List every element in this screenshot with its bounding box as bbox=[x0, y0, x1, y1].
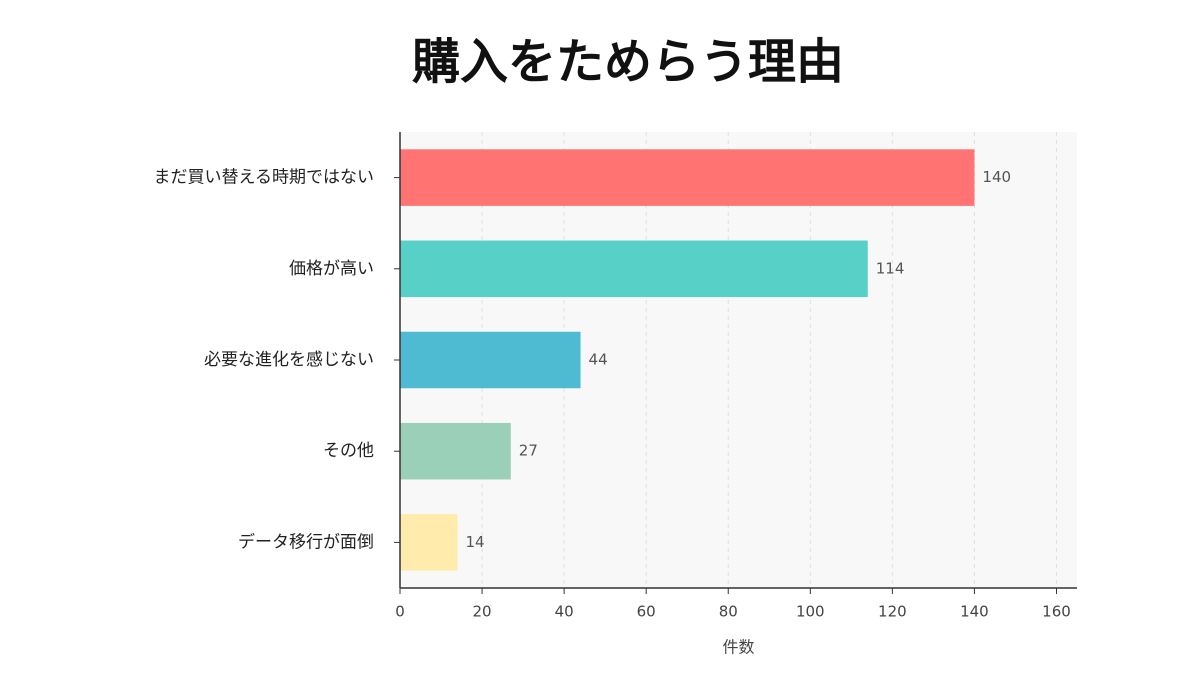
x-tick-label: 160 bbox=[1042, 603, 1071, 621]
x-tick-label: 120 bbox=[878, 603, 907, 621]
value-label: 114 bbox=[876, 259, 905, 277]
x-tick-label: 100 bbox=[796, 603, 825, 621]
value-label: 14 bbox=[465, 533, 484, 551]
x-tick-label: 40 bbox=[555, 603, 574, 621]
x-tick-label: 0 bbox=[395, 603, 405, 621]
x-tick-label: 80 bbox=[719, 603, 738, 621]
y-tick-label: 必要な進化を感じない bbox=[204, 350, 374, 370]
x-tick-label: 140 bbox=[960, 603, 989, 621]
x-axis-label: 件数 bbox=[722, 638, 754, 657]
bar bbox=[400, 514, 458, 571]
bar bbox=[400, 240, 868, 298]
value-label: 27 bbox=[519, 442, 538, 460]
value-label: 44 bbox=[589, 351, 608, 369]
bar bbox=[400, 422, 511, 480]
y-tick-label: まだ買い替える時期ではない bbox=[154, 168, 375, 188]
chart-title: 購入をためらう理由 bbox=[412, 34, 844, 90]
y-tick-label: 価格が高い bbox=[289, 259, 374, 279]
y-tick-label: データ移行が面倒 bbox=[238, 531, 374, 552]
bar bbox=[400, 331, 581, 389]
x-tick-label: 60 bbox=[637, 603, 656, 621]
y-tick-label: その他 bbox=[323, 441, 374, 461]
value-label: 140 bbox=[982, 168, 1011, 186]
x-tick-label: 20 bbox=[473, 603, 492, 621]
bar bbox=[400, 149, 975, 206]
